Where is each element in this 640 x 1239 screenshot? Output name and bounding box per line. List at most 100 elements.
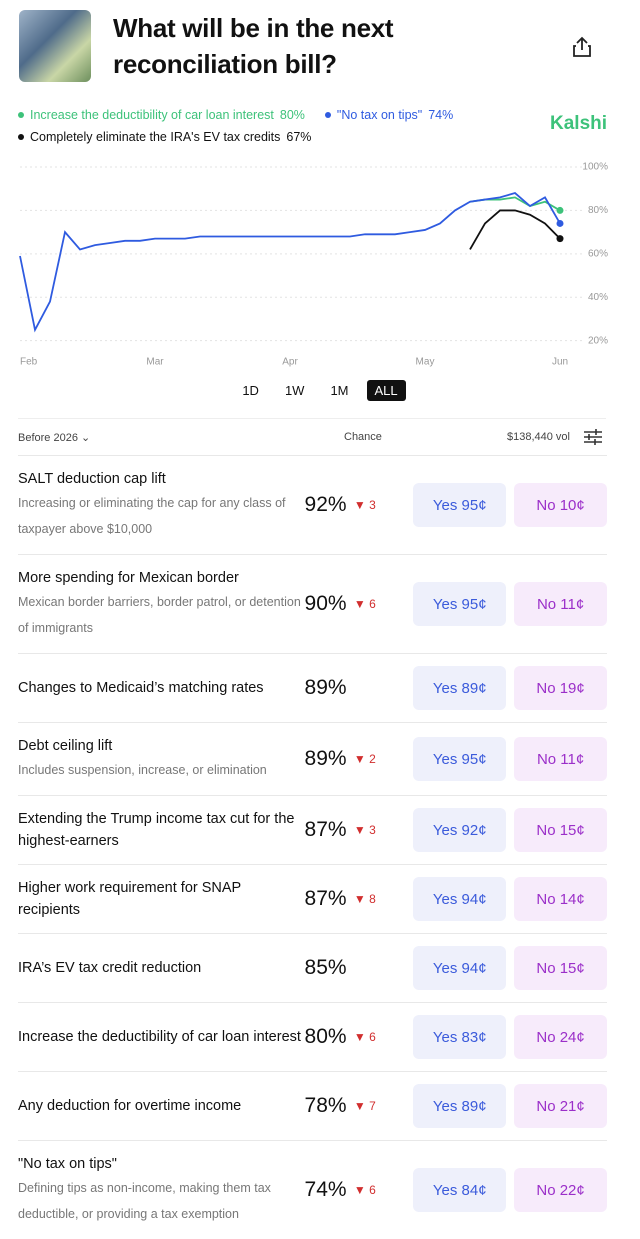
change-value: 6 [369,597,376,611]
market-title: Higher work requirement for SNAP recipie… [18,880,241,918]
yes-button[interactable]: Yes 84¢ [413,1168,507,1212]
y-tick-label: 20% [588,335,608,346]
legend: Increase the deductibility of car loan i… [18,104,467,148]
market-title: Increase the deductibility of car loan i… [18,1029,301,1045]
legend-value: 74% [428,108,454,122]
down-arrow: ▼ [353,1099,370,1113]
legend-label: Increase the deductibility of car loan i… [30,108,274,122]
end-dot [556,235,564,243]
market-text: More spending for Mexican border Mexican … [18,567,303,641]
market-text: Extending the Trump income tax cut for t… [18,808,303,852]
brand-logo: Kalshi [550,113,608,134]
yes-button[interactable]: Yes 94¢ [413,946,507,990]
range-option[interactable]: 1M [330,383,349,398]
chance: 87% [304,818,347,841]
change-value: 2 [369,752,376,766]
range-option[interactable]: 1D [242,383,259,398]
yes-button[interactable]: Yes 94¢ [413,877,507,921]
table-header: Before 2026 ⌄ Chance $138,440 vol [18,418,606,455]
market-title: Any deduction for overtime income [18,1098,242,1114]
chance-header: Chance [344,431,382,443]
volume: $138,440 vol [507,431,570,443]
line-series [469,209,561,250]
market-row: Extending the Trump income tax cut for t… [18,795,607,864]
legend-row: Completely eliminate the IRA's EV tax cr… [18,126,467,148]
change: ▼ 8 [354,892,405,906]
yes-button[interactable]: Yes 95¢ [413,483,507,527]
no-button[interactable]: No 19¢ [514,666,607,710]
y-tick-label: 40% [588,292,608,303]
range-selector: 1D 1W 1M ALL [0,380,640,401]
market-title: Changes to Medicaid’s matching rates [18,680,264,696]
y-tick-label: 60% [588,248,608,259]
no-button[interactable]: No 21¢ [514,1084,607,1128]
change: ▼ 2 [354,752,405,766]
chart: 100% 80% 60% 40% 20% Feb Mar Apr May Jun [19,162,608,368]
legend-dot [18,112,24,118]
no-button[interactable]: No 11¢ [514,582,607,626]
legend-label: Completely eliminate the IRA's EV tax cr… [30,130,281,144]
down-arrow: ▼ [353,752,370,766]
chance: 87% [304,887,347,910]
filter-dropdown[interactable]: Before 2026 ⌄ [18,432,91,444]
chance: 89% [304,676,347,699]
chance: 89% [304,747,347,770]
market-subtitle: Increasing or eliminating the cap for an… [18,496,286,536]
market-subtitle: Includes suspension, increase, or elimin… [18,763,267,777]
market-text: IRA’s EV tax credit reduction [18,957,303,979]
market-row: Debt ceiling lift Includes suspension, in… [18,722,607,795]
x-tick-label: Apr [282,357,298,368]
market-text: Any deduction for overtime income [18,1095,303,1117]
yes-button[interactable]: Yes 95¢ [413,737,507,781]
x-tick-label: Feb [20,357,38,368]
yes-button[interactable]: Yes 83¢ [413,1015,507,1059]
change: ▼ 6 [354,1183,405,1197]
yes-button[interactable]: Yes 89¢ [413,1084,507,1128]
change-value: 7 [369,1099,376,1113]
market-row: SALT deduction cap lift Increasing or eli… [18,455,607,554]
no-button[interactable]: No 24¢ [514,1015,607,1059]
legend-label: "No tax on tips" [336,108,423,122]
market-subtitle: Mexican border barriers, border patrol, … [18,595,301,635]
yes-button[interactable]: Yes 92¢ [413,808,507,852]
no-button[interactable]: No 14¢ [514,877,607,921]
down-arrow: ▼ [353,1183,370,1197]
market-title: "No tax on tips" [18,1156,117,1172]
no-button[interactable]: No 15¢ [514,808,607,852]
change-value: 3 [369,823,376,837]
y-tick-label: 80% [588,205,608,216]
market-subtitle: Defining tips as non-income, making them… [18,1181,271,1221]
change: ▼ 3 [354,823,405,837]
market-row: "No tax on tips" Defining tips as non-inc… [18,1140,607,1239]
market-text: "No tax on tips" Defining tips as non-inc… [18,1153,303,1227]
filter-label: Before 2026 [18,432,78,444]
no-button[interactable]: No 10¢ [514,483,607,527]
range-option[interactable]: 1W [284,383,305,398]
no-button[interactable]: No 15¢ [514,946,607,990]
market-title: SALT deduction cap lift [18,471,166,487]
yes-button[interactable]: Yes 89¢ [413,666,507,710]
yes-button[interactable]: Yes 95¢ [413,582,507,626]
legend-item: Completely eliminate the IRA's EV tax cr… [18,126,311,148]
thumbnail [19,10,91,82]
no-button[interactable]: No 22¢ [514,1168,607,1212]
down-arrow: ▼ [353,498,370,512]
legend-value: 67% [286,130,312,144]
market-text: Changes to Medicaid’s matching rates [18,677,303,699]
range-option[interactable]: ALL [366,380,406,401]
market-row: Any deduction for overtime income 78% ▼ 7 Y… [18,1071,607,1140]
x-tick-label: Jun [552,357,568,368]
market-title: IRA’s EV tax credit reduction [18,960,202,976]
legend-dot [18,134,24,140]
settings-icon[interactable] [584,429,602,445]
y-tick-label: 100% [582,162,608,173]
share-button[interactable] [572,36,592,58]
market-title: Extending the Trump income tax cut for t… [18,811,295,849]
no-button[interactable]: No 11¢ [514,737,607,781]
chance: 78% [304,1094,347,1117]
chance: 85% [304,956,347,979]
x-tick-label: Mar [146,357,164,368]
end-dot [556,206,564,214]
down-arrow: ▼ [353,1030,370,1044]
chance: 92% [304,493,347,516]
